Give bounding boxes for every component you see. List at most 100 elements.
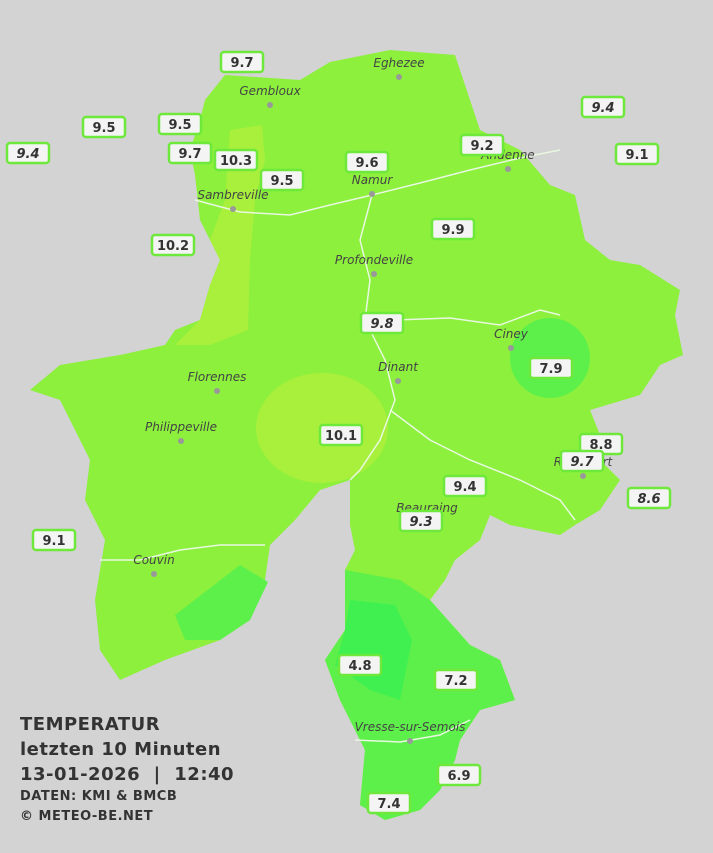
river	[354, 719, 471, 743]
station-box	[213, 148, 259, 172]
station-box	[442, 474, 488, 498]
station: 9.6	[344, 150, 390, 174]
station-value: 9.6	[355, 156, 378, 171]
station: 7.2	[433, 668, 479, 692]
city-dot	[396, 74, 402, 80]
legend-source: DATEN: KMI & BMCB	[20, 789, 178, 804]
station-box	[259, 168, 305, 192]
station-box	[580, 95, 626, 119]
city-dot	[505, 166, 511, 172]
station: 9.7	[219, 50, 265, 74]
station: 7.9	[528, 356, 574, 380]
city-dot	[369, 191, 375, 197]
station-box	[366, 791, 412, 815]
station-box	[433, 668, 479, 692]
river	[100, 544, 265, 561]
station-value: 9.5	[92, 121, 115, 136]
station-box	[559, 449, 605, 473]
station-box	[614, 142, 660, 166]
legend-title: TEMPERATUR	[20, 714, 161, 735]
station-value: 10.2	[157, 239, 189, 254]
station-value: 9.7	[178, 147, 201, 162]
station: 9.5	[259, 168, 305, 192]
city-dot	[407, 738, 413, 744]
station: 9.1	[31, 528, 77, 552]
station-box	[5, 141, 51, 165]
station-box	[344, 150, 390, 174]
city-label: Gembloux	[239, 84, 301, 98]
station-box	[318, 423, 364, 447]
station: 9.4	[442, 474, 488, 498]
station-box	[31, 528, 77, 552]
city-label: Namur	[352, 173, 394, 187]
city-dot	[371, 271, 377, 277]
city-dot	[580, 473, 586, 479]
station: 10.3	[213, 148, 259, 172]
station: 9.9	[430, 217, 476, 241]
warm-zone	[175, 125, 265, 345]
station: 10.2	[150, 233, 196, 257]
station-value: 7.4	[377, 797, 400, 812]
station-box	[359, 311, 405, 335]
station-value: 9.2	[470, 139, 493, 154]
station-value: 9.4	[16, 147, 39, 162]
city-label: Eghezee	[373, 56, 424, 70]
station-box	[436, 763, 482, 787]
station-value: 4.8	[348, 659, 371, 674]
station: 9.5	[157, 112, 203, 136]
legend: TEMPERATUR letzten 10 Minuten 13-01-2026…	[20, 712, 234, 827]
city-dot	[267, 102, 273, 108]
city-dot	[395, 378, 401, 384]
station: 9.4	[580, 95, 626, 119]
city-label: Profondeville	[335, 253, 413, 267]
station-box	[81, 115, 127, 139]
river	[394, 309, 561, 326]
station-value: 9.7	[570, 455, 594, 470]
station-value: 9.1	[625, 148, 648, 163]
river	[349, 194, 396, 481]
station: 8.8	[578, 432, 624, 456]
station-box	[157, 112, 203, 136]
city-dot	[178, 438, 184, 444]
river	[389, 409, 576, 521]
station-value: 8.6	[637, 492, 660, 507]
city-dot	[214, 388, 220, 394]
station-box	[459, 133, 505, 157]
station-value: 9.5	[168, 118, 191, 133]
station-value: 9.8	[370, 317, 393, 332]
station: 9.7	[559, 449, 605, 473]
city-label: Philippeville	[145, 420, 217, 434]
cold-zone	[175, 565, 268, 640]
station-box	[219, 50, 265, 74]
station-box	[337, 653, 383, 677]
station-value: 9.7	[230, 56, 253, 71]
station-box	[626, 486, 672, 510]
station-value: 9.9	[441, 223, 464, 238]
station: 10.1	[318, 423, 364, 447]
station-value: 9.4	[453, 480, 476, 495]
station: 9.5	[81, 115, 127, 139]
city-label: Ciney	[494, 327, 529, 341]
station: 9.4	[5, 141, 51, 165]
city-dot	[508, 345, 514, 351]
station-value: 10.3	[220, 154, 252, 169]
station: 9.7	[167, 141, 213, 165]
station-box	[528, 356, 574, 380]
station-value: 9.4	[591, 101, 614, 116]
station: 9.3	[398, 509, 444, 533]
station-value: 8.8	[589, 438, 612, 453]
station: 9.1	[614, 142, 660, 166]
station-value: 9.5	[270, 174, 293, 189]
station-value: 6.9	[447, 769, 470, 784]
station-value: 7.2	[444, 674, 467, 689]
city-label: Dinant	[378, 360, 419, 374]
station: 4.8	[337, 653, 383, 677]
station: 9.8	[359, 311, 405, 335]
city-label: Vresse-sur-Semois	[355, 720, 466, 734]
legend-period: letzten 10 Minuten	[20, 739, 222, 760]
city-label: Couvin	[133, 553, 174, 567]
station-value: 10.1	[325, 429, 357, 444]
station-box	[167, 141, 213, 165]
